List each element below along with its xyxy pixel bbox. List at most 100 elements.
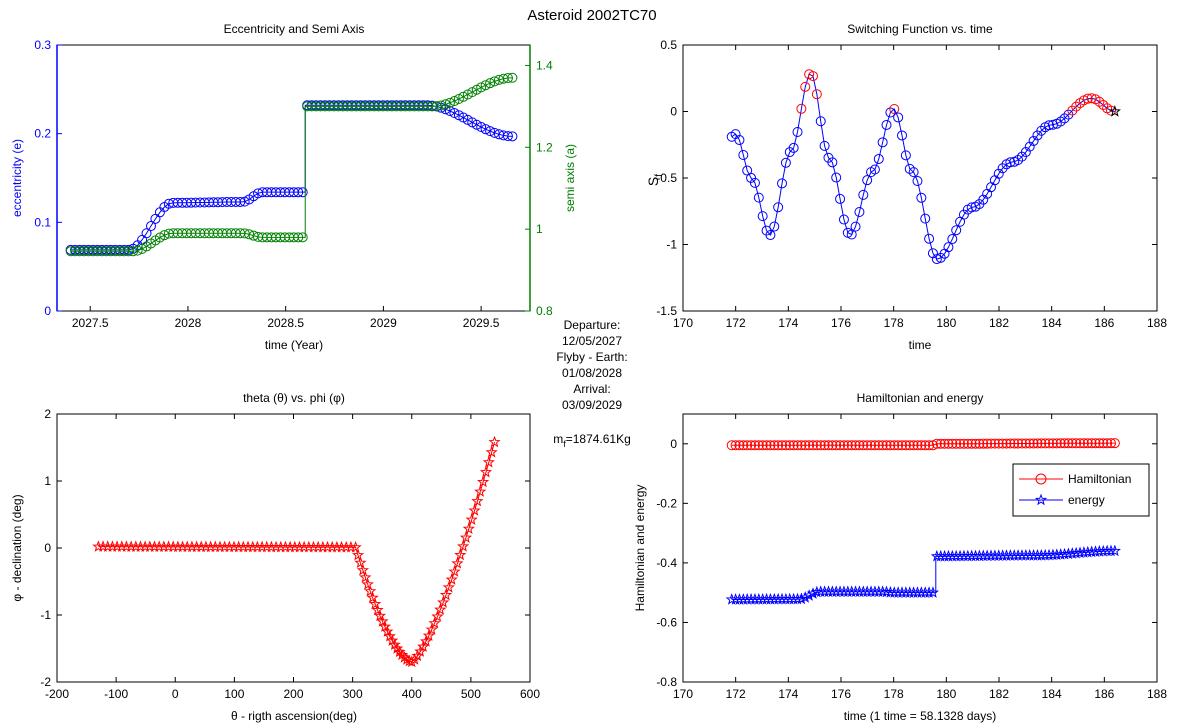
data-point [761,440,772,451]
legend-marker-energy [1034,493,1048,506]
data-point [488,435,501,448]
y2-tick-label: 0.8 [536,304,553,318]
data-point [943,438,954,449]
data-point [924,440,935,451]
data-point [765,230,776,241]
info-departure-label: Departure: [564,318,621,332]
y-tick-label: 2 [44,407,51,421]
data-point [422,629,435,641]
legend-marker-hamiltonian [1035,473,1047,485]
y-tick-label: 1 [44,474,51,488]
data-point [746,440,757,451]
data-point [1082,93,1093,104]
data-point [842,440,853,451]
data-point [881,440,892,451]
data-point [958,438,969,449]
x-tick-label: 170 [673,687,693,701]
data-point [974,438,985,449]
data-point [393,645,406,658]
data-point [383,629,396,642]
data-point [507,131,518,142]
data-point [1059,113,1070,124]
data-point [395,648,409,661]
data-point [881,119,892,130]
data-point [1020,438,1031,449]
data-point [846,229,857,240]
data-point [1001,438,1012,449]
data-point [434,603,447,615]
data-point [476,475,490,488]
data-point [1024,438,1035,449]
data-point [1044,438,1055,449]
panel1-axes: 2027.5 2028 2028.5 2029 2029.5 0 0.1 0.2 0.3 0.8 1… [34,38,553,330]
data-point [1016,438,1027,449]
data-point [947,438,958,449]
data-point [1075,438,1086,449]
data-point [757,440,768,451]
panel2-title: Switching Function vs. time [847,22,993,36]
x-tick-label: 184 [1042,316,1062,330]
data-point [869,440,880,451]
data-point [904,163,915,174]
data-point [885,440,896,451]
data-point [858,189,869,200]
data-point [1047,438,1058,449]
data-point [293,232,304,243]
data-point [897,130,908,141]
panel3-ylabel: φ - declination (deg) [10,494,24,601]
data-point [854,440,865,451]
x-tick-label: 2028 [175,316,202,330]
y-tick-label: 0.5 [660,38,677,52]
data-point [1036,125,1047,136]
panel2-xlabel: time [909,338,932,352]
data-point [1028,438,1039,449]
data-point [1009,438,1020,449]
data-point [951,225,962,236]
panel-theta-phi: theta (θ) vs. phi (φ) -200 -100 0 100 200 300… [10,391,540,723]
panel4-axes: 170 172 174 176 178 180 182 184 186 188 -0.8 -0.6 -0… [656,413,1167,701]
data-point [381,625,394,637]
y-tick-label: 0.3 [34,38,51,52]
data-point [993,168,1004,179]
data-point [465,513,478,525]
data-point [792,440,803,451]
x-tick-label: 176 [831,687,851,701]
data-point [425,623,438,635]
data-point [877,440,888,451]
y-tick-label: -0.8 [656,675,677,689]
data-point [351,548,365,561]
data-point [807,440,818,451]
data-point [807,71,818,82]
panel4-marks [725,438,1121,605]
data-point [866,440,877,451]
data-point [502,131,513,142]
data-point [1104,544,1118,557]
data-point [924,233,935,244]
data-point [838,440,849,451]
data-point [997,163,1008,174]
data-point [958,209,969,220]
data-point [356,563,370,576]
data-point [1078,438,1089,449]
y-tick-label: -1 [40,608,51,622]
panel4-ylabel: Hamiltonian and energy [633,485,647,612]
data-point [349,540,362,553]
data-point [437,596,450,608]
data-point [893,440,904,451]
y-tick-label: -1 [666,238,677,252]
data-point [838,214,849,225]
data-point [440,99,451,110]
info-arrival-date: 03/09/2029 [562,398,622,412]
data-point [765,440,776,451]
data-point [858,440,869,451]
x-tick-label: 186 [1094,687,1114,701]
data-point [869,164,880,175]
data-point [1071,101,1082,112]
data-point [1036,438,1047,449]
x-tick-label: 178 [884,316,904,330]
panel-eccentricity-semi-axis: Eccentricity and Semi Axis 2027.5 2028 202… [10,22,577,352]
data-point [454,548,467,561]
data-point [449,108,460,119]
data-point [1067,105,1078,116]
